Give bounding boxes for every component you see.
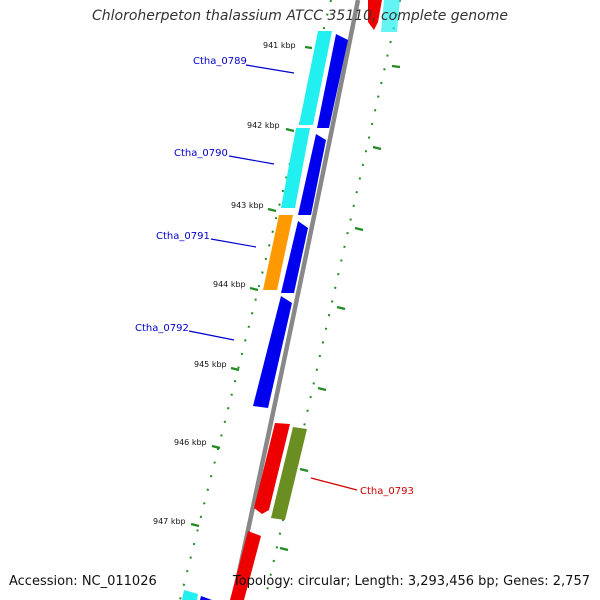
gene-label-ctha-0793[interactable]: Ctha_0793 [360, 486, 414, 497]
tick-label-943: 943 kbp [231, 201, 264, 210]
gene-label-ctha-0790[interactable]: Ctha_0790 [174, 148, 228, 159]
gene-label-ctha-0789[interactable]: Ctha_0789 [193, 56, 247, 67]
gene-callout-lines [188, 64, 358, 491]
gene-bottom-partial[interactable] [182, 590, 212, 600]
tick-rail-left [179, 0, 332, 600]
tick-label-941: 941 kbp [263, 41, 296, 50]
gene-top-partial[interactable] [368, 0, 400, 32]
tick-label-942: 942 kbp [247, 121, 280, 130]
genome-title: Chloroherpeton thalassium ATCC 35110, co… [92, 8, 508, 24]
tick-label-944: 944 kbp [213, 280, 246, 289]
gene-ctha-0793[interactable] [254, 423, 307, 520]
accession-text: Accession: NC_011026 [9, 574, 157, 589]
tick-label-945: 945 kbp [194, 360, 227, 369]
gene-bottom-red[interactable] [230, 531, 261, 600]
tick-label-946: 946 kbp [174, 438, 207, 447]
gene-label-ctha-0792[interactable]: Ctha_0792 [135, 323, 189, 334]
genome-backbone [230, 0, 361, 600]
gene-ctha-0790[interactable] [281, 128, 326, 215]
genome-summary-text: Topology: circular; Length: 3,293,456 bp… [232, 574, 590, 589]
gene-ctha-0792[interactable] [253, 296, 292, 408]
major-ticks-left [190, 45, 313, 528]
major-ticks-right [279, 64, 401, 552]
gene-ctha-0789[interactable] [299, 31, 348, 128]
gene-label-ctha-0791[interactable]: Ctha_0791 [156, 231, 210, 242]
gene-ctha-0791[interactable] [263, 215, 308, 293]
tick-label-947: 947 kbp [153, 517, 186, 526]
